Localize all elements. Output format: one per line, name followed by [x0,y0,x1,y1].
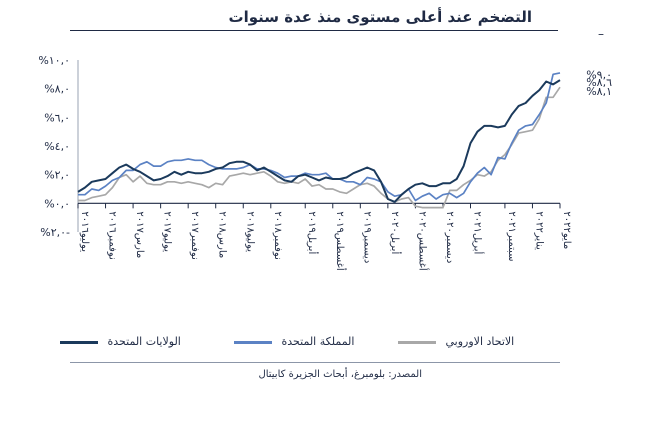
y-tick-label: %٢,٠- [40,226,70,239]
legend-label-us: الولايات المتحدة [107,335,181,348]
x-tick-label: يناير٢٠٢٢ [533,211,544,250]
x-tick-label: يوليو٢٠١٧ [162,211,173,252]
y-tick-label: %٠,٠ [44,197,70,210]
x-tick-label: نوفمبر٢٠١٦ [107,211,118,260]
x-tick-label: ديسمبر٢٠١٩ [361,211,372,263]
x-tick-label: نوفمبر٢٠١٧ [189,211,200,260]
legend-item-uk: المملكة المتحدة [234,335,354,348]
x-tick-label: أبريل٢٠١٩ [306,211,319,254]
series-line [77,79,561,203]
series-line [78,72,561,202]
series-line [78,86,561,209]
end-value-label: %٨,٦ [586,76,612,89]
x-tick-label: أغسطس٢٠٢٠ [416,211,429,271]
y-tick-label: %١٠,٠ [38,54,70,67]
line-chart: %٢,٠- %٠,٠ %٢,٠ %٤,٠ %٦,٠ %٨,٠ %١٠,٠ يوليو٢٠١٦ ن… [38,54,612,271]
x-tick-label: مارس٢٠١٧ [134,211,145,258]
x-tick-label: ديسمبر٢٠٢٠ [444,211,455,263]
legend-label-eu: الاتحاد الاوروبي [445,335,515,348]
x-tick-label: سبتمبر٢٠٢١ [506,211,517,261]
end-value-label: %٨,١ [586,85,612,98]
x-tick-label: مارس٢٠١٨ [217,211,228,258]
end-value-label: %٩,٠ [586,68,612,81]
source-note: المصدر: بلومبرغ، أبحاث الجزيرة كابيتال [258,369,422,380]
legend-item-eu: الاتحاد الاوروبي [398,335,514,348]
y-tick-label: %٦,٠ [44,111,70,124]
x-tick-label: يوليو٢٠١٨ [244,211,255,252]
legend-swatch-uk [234,340,272,344]
x-tick-label: أبريل٢٠٢٠ [389,211,402,254]
x-tick-label: أبريل٢٠٢١ [471,211,484,254]
x-tick-label: يوليو٢٠١٦ [79,211,90,252]
legend-item-us: الولايات المتحدة [60,335,181,348]
y-tick-label: %٤,٠ [44,140,70,153]
legend-swatch-eu [398,340,436,344]
legend-swatch-us [60,340,98,344]
source-divider [70,362,560,363]
y-tick-label: %٢,٠ [44,169,70,182]
x-tick-label: أغسطس٢٠١٩ [334,211,347,271]
y-tick-label: %٨,٠ [44,83,70,96]
title-divider [70,30,558,31]
chart-title: التضخم عند أعلى مستوى منذ عدة سنوات [228,8,532,26]
x-tick-label: نوفمبر٢٠١٨ [272,211,283,260]
title-dash: – [598,27,604,41]
legend-label-uk: المملكة المتحدة [281,335,355,348]
x-tick-label: مايو٢٠٢٢ [561,211,572,249]
